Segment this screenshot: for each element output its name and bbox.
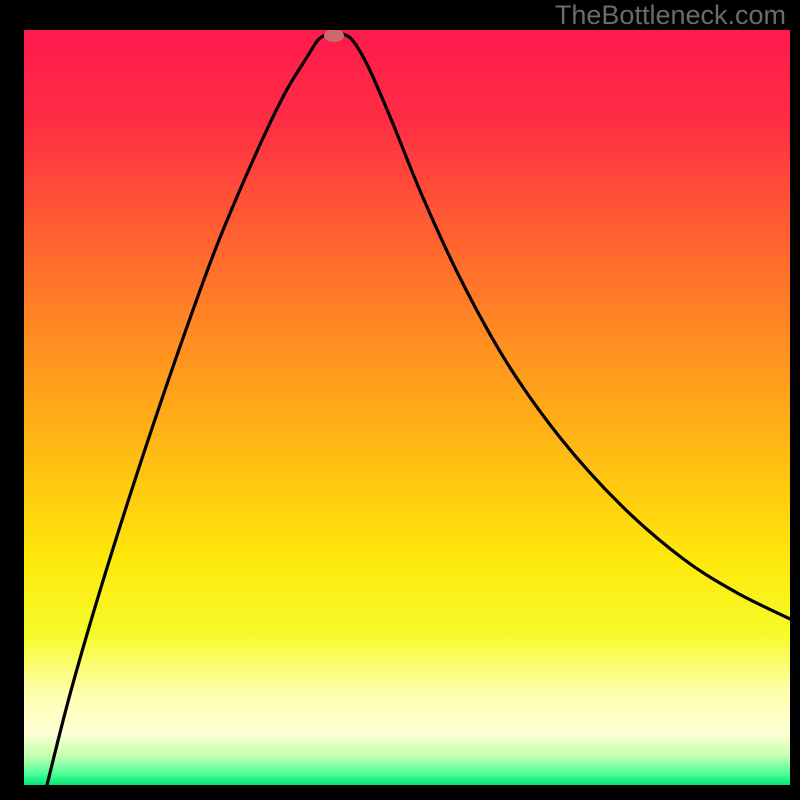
watermark-text: TheBottleneck.com bbox=[555, 0, 786, 31]
outer-frame: TheBottleneck.com bbox=[0, 0, 800, 800]
bottleneck-curve bbox=[47, 33, 790, 785]
plot-area bbox=[24, 30, 790, 785]
bottleneck-curve-svg bbox=[24, 30, 790, 785]
